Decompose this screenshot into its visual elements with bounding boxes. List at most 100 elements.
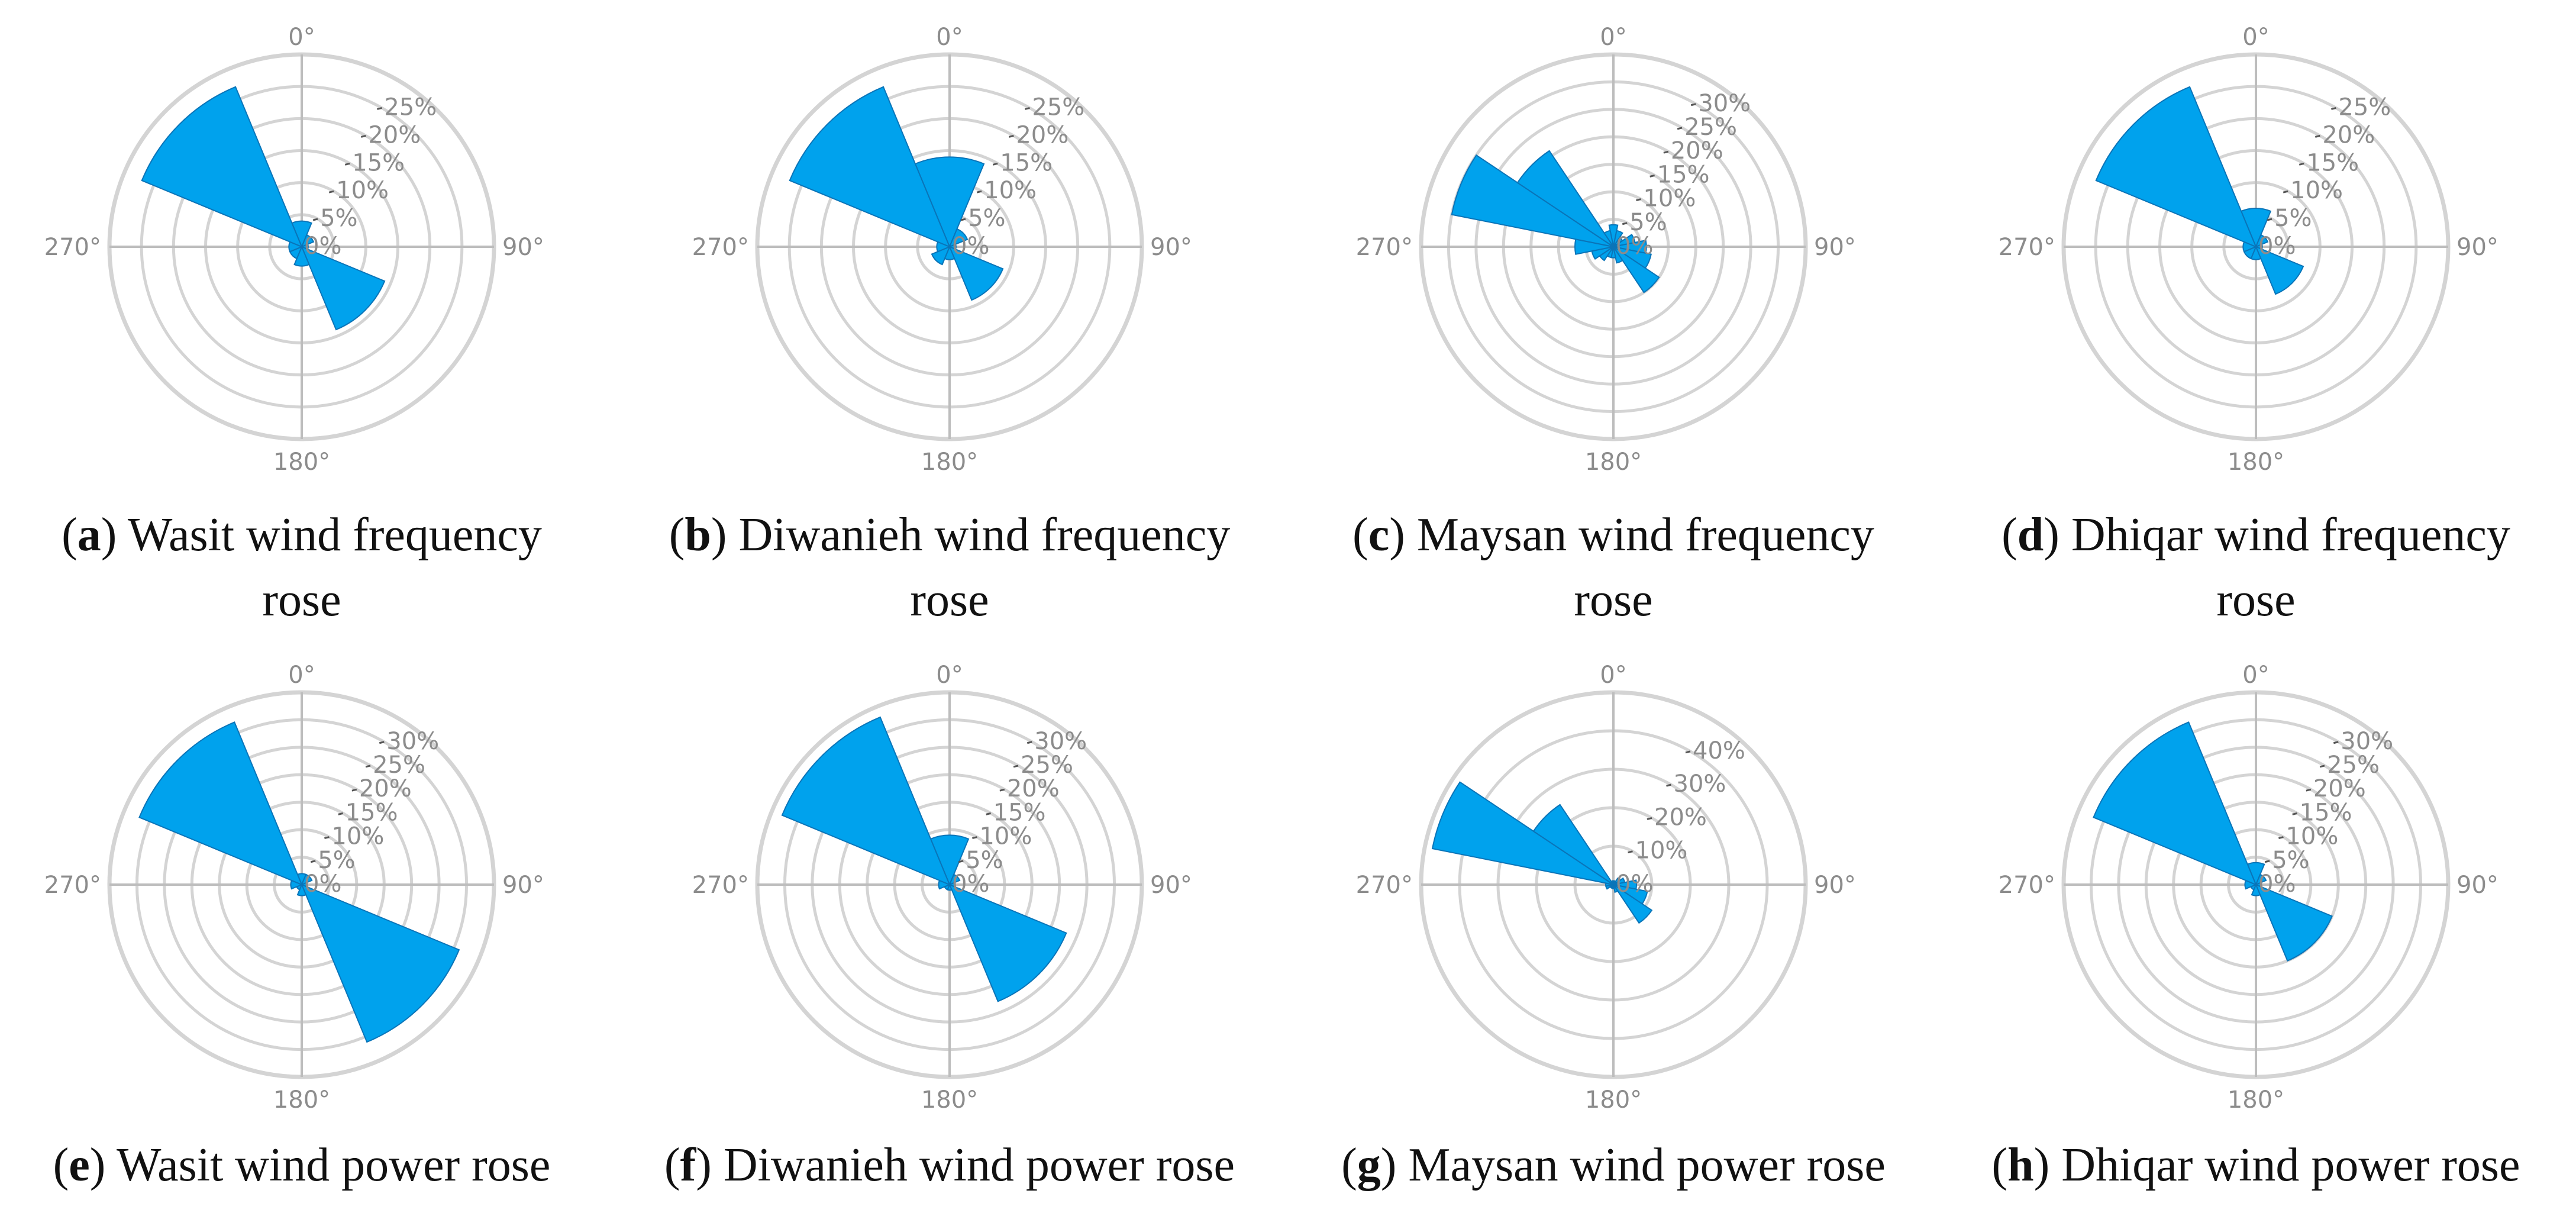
angle-label-180: 180° — [921, 449, 978, 476]
radial-tick-mark — [379, 741, 385, 744]
wind-rose-a: 0%5%10%15%20%25% 0° 90° 180° 270° (a) Wasit w… — [44, 24, 544, 626]
radial-tick-label: 20% — [2313, 775, 2366, 802]
radial-tick-mark — [2292, 812, 2298, 815]
bar-135deg — [1613, 246, 1660, 293]
radial-tick-mark — [1008, 134, 1014, 138]
bar-0deg — [914, 156, 985, 249]
radial-tick-mark — [992, 162, 998, 166]
radial-tick-label: 40% — [1693, 737, 1745, 765]
wind-rose-b: 0%5%10%15%20%25% 0° 90° 180° 270° (b) Diwanie… — [669, 24, 1231, 626]
caption: (d) Dhiqar wind frequency — [2002, 509, 2510, 561]
bar-292.5deg — [1431, 781, 1614, 885]
radial-tick-mark — [310, 860, 316, 863]
radial-tick-label: 25% — [373, 751, 425, 779]
radial-tick-label: 10% — [336, 177, 389, 204]
bar-225deg — [931, 246, 951, 266]
radial-tick-label: 25% — [1021, 751, 1073, 779]
radial-tick-label: 30% — [1674, 770, 1726, 798]
angle-label-90: 90° — [502, 234, 544, 261]
radial-tick-label: 20% — [368, 121, 421, 149]
radial-tick-label: 5% — [2274, 205, 2312, 232]
radial-tick-label: 15% — [1000, 149, 1053, 176]
bar-292.5deg — [1451, 154, 1614, 247]
angle-label-0: 0° — [288, 662, 315, 689]
angle-label-270: 270° — [1999, 234, 2055, 261]
angle-label-90: 90° — [2456, 872, 2498, 899]
caption: (c) Maysan wind frequency — [1352, 509, 1874, 561]
radial-tick-mark — [377, 107, 382, 110]
radial-tick-label: 0% — [2258, 870, 2296, 898]
radial-tick-mark — [958, 860, 964, 863]
radial-tick-label: 10% — [1635, 837, 1688, 865]
angle-label-0: 0° — [1600, 662, 1626, 689]
radial-tick-label: 10% — [2286, 823, 2338, 850]
angle-label-90: 90° — [2456, 234, 2498, 261]
caption-continued: rose — [2216, 574, 2295, 626]
angle-label-90: 90° — [1150, 234, 1192, 261]
bar-45deg — [948, 873, 961, 886]
radial-tick-label: 0% — [952, 233, 989, 260]
radial-tick-mark — [351, 788, 357, 792]
bar-135deg — [301, 883, 460, 1043]
radial-tick-label: 15% — [993, 799, 1046, 826]
bar-135deg — [301, 246, 386, 331]
radial-tick-label: 30% — [386, 728, 439, 755]
bar-135deg — [2255, 246, 2304, 295]
radial-tick-mark — [972, 836, 977, 840]
radial-tick-mark — [1025, 107, 1030, 110]
radial-tick-mark — [2314, 134, 2320, 138]
angle-label-180: 180° — [2228, 1086, 2284, 1114]
radial-tick-label: 20% — [1654, 804, 1707, 831]
radial-tick-mark — [1636, 198, 1641, 202]
radial-tick-label: 5% — [320, 205, 357, 232]
wind-rose-e: 0%5%10%15%20%25%30% 0° 90° 180° 270° (e) Wasi… — [44, 662, 551, 1191]
caption: (e) Wasit wind power rose — [53, 1139, 551, 1191]
radial-tick-label: 5% — [2272, 847, 2309, 874]
radial-tick-label: 0% — [2258, 233, 2296, 260]
caption-continued: rose — [262, 574, 341, 626]
bar-45deg — [2255, 873, 2267, 886]
radial-tick-label: 25% — [2338, 93, 2391, 121]
radial-tick-mark — [2278, 836, 2284, 840]
angle-label-0: 0° — [1600, 24, 1626, 51]
radial-tick-mark — [960, 218, 966, 221]
radial-tick-mark — [324, 836, 330, 840]
wind-rose-d: 0%5%10%15%20%25% 0° 90° 180° 270° (d) Dhiqar … — [1999, 24, 2510, 626]
radial-tick-label: 10% — [2290, 177, 2343, 204]
radial-tick-mark — [2264, 860, 2270, 863]
radial-tick-mark — [1622, 222, 1628, 225]
radial-tick-mark — [976, 190, 982, 193]
bar-157.5deg — [1613, 884, 1619, 893]
radial-tick-label: 15% — [2306, 149, 2359, 176]
angle-label-0: 0° — [936, 24, 963, 51]
radial-tick-label: 20% — [1671, 137, 1723, 165]
angle-label-270: 270° — [692, 234, 749, 261]
caption-continued: rose — [1574, 574, 1652, 626]
angle-label-270: 270° — [1356, 234, 1413, 261]
angle-label-270: 270° — [692, 872, 749, 899]
angle-label-180: 180° — [921, 1086, 978, 1114]
radial-tick-label: 0% — [952, 870, 989, 898]
radial-tick-label: 10% — [1643, 185, 1696, 212]
radial-tick-label: 25% — [384, 93, 437, 121]
angle-label-180: 180° — [1585, 1086, 1642, 1114]
bar-135deg — [1613, 884, 1653, 924]
radial-tick-label: 20% — [2322, 121, 2375, 149]
angle-label-0: 0° — [288, 24, 315, 51]
angle-label-270: 270° — [44, 872, 101, 899]
radial-tick-label: 5% — [966, 847, 1003, 874]
bar-180deg — [2251, 883, 2261, 896]
bar-180deg — [296, 883, 307, 896]
radial-tick-label: 15% — [1657, 161, 1710, 188]
angle-label-90: 90° — [1814, 872, 1856, 899]
radial-tick-mark — [1666, 783, 1671, 787]
bar-315deg — [138, 721, 303, 886]
bar-45deg — [301, 873, 313, 886]
angle-label-180: 180° — [1585, 449, 1642, 476]
radial-tick-mark — [1013, 765, 1019, 768]
radial-tick-label: 20% — [1007, 775, 1060, 802]
radial-tick-label: 0% — [1616, 233, 1653, 260]
bar-337.5deg — [1610, 880, 1614, 885]
bar-315deg — [141, 86, 303, 248]
